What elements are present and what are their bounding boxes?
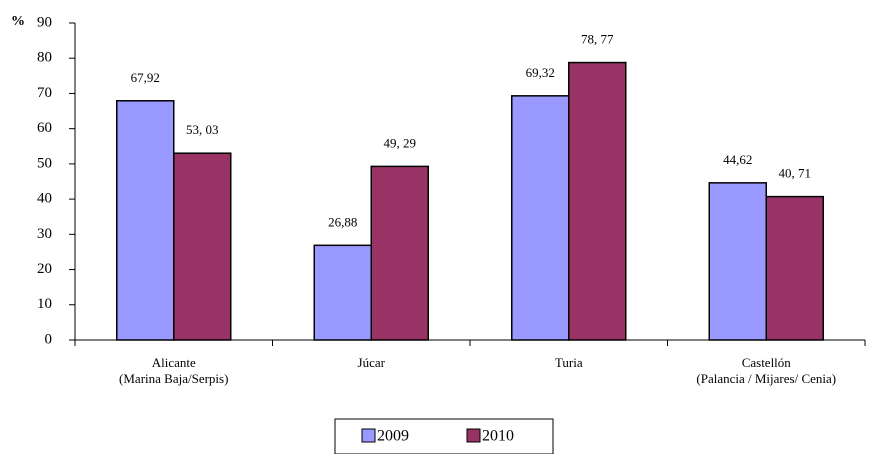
x-tick-label: Turia [555, 355, 583, 370]
y-tick-label: 60 [37, 120, 52, 136]
bar [370, 165, 429, 341]
bar [116, 100, 175, 341]
value-label: 67,92 [131, 70, 160, 85]
y-tick-label: 40 [37, 191, 52, 207]
y-tick-label: 90 [37, 14, 52, 30]
value-label: 69,32 [526, 65, 555, 80]
bar [765, 195, 824, 341]
legend-swatch [466, 428, 481, 443]
y-tick-label: 0 [45, 331, 53, 347]
bar [708, 182, 767, 341]
value-label: 78, 77 [581, 32, 614, 47]
bar [568, 61, 627, 341]
x-tick-label: (Palancia / Mijares/ Cenia) [696, 371, 836, 386]
y-tick-label: 80 [37, 50, 52, 66]
bar [313, 244, 372, 341]
legend-label: 2009 [377, 428, 409, 445]
value-label: 40, 71 [779, 166, 812, 181]
value-label: 26,88 [328, 214, 357, 229]
x-tick-label: Castellón [742, 355, 792, 370]
y-tick-label: 50 [37, 155, 52, 171]
value-label: 49, 29 [384, 135, 417, 150]
bar [173, 152, 232, 341]
x-tick-label: (Marina Baja/Serpis) [119, 371, 228, 386]
bar [511, 95, 570, 341]
y-tick-label: 20 [37, 261, 52, 277]
legend-label: 2010 [482, 428, 514, 445]
y-tick-label: 10 [37, 296, 52, 312]
y-axis-label: % [11, 14, 25, 29]
value-label: 44,62 [723, 152, 752, 167]
x-tick-label: Alicante [152, 355, 196, 370]
x-tick-label: Júcar [358, 355, 386, 370]
y-tick-label: 30 [37, 226, 52, 242]
y-tick-label: 70 [37, 85, 52, 101]
legend-swatch [361, 428, 376, 443]
value-label: 53, 03 [186, 122, 219, 137]
